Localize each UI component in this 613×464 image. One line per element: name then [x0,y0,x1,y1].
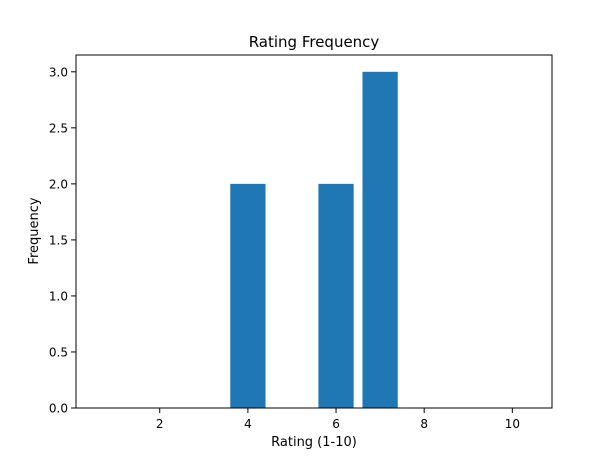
plot-area-frame [75,54,553,409]
x-axis-ticks: 2 4 6 8 10 [156,408,520,431]
bar-rating-4 [230,183,266,408]
y-axis-ticks: 0.0 0.5 1.0 1.5 2.0 2.5 3.0 [49,65,76,416]
x-tick-label: 6 [332,417,340,431]
x-axis-label: Rating (1-10) [271,435,357,450]
y-tick-label: 2.0 [49,177,68,191]
y-axis-label: Frequency [27,197,42,264]
x-tick-label: 8 [420,417,428,431]
y-tick-label: 0.5 [49,345,68,359]
y-tick-label: 3.0 [49,65,68,79]
bar-rating-6 [318,183,354,408]
x-tick-label: 10 [505,417,520,431]
bar-rating-7 [362,71,398,408]
x-tick-label: 4 [244,417,252,431]
y-tick-label: 2.5 [49,121,68,135]
x-tick-label: 2 [156,417,164,431]
y-tick-label: 0.0 [49,402,68,416]
y-tick-label: 1.0 [49,289,68,303]
bars-layer [230,71,398,408]
chart-title: Rating Frequency [249,33,380,51]
y-tick-label: 1.5 [49,233,68,247]
